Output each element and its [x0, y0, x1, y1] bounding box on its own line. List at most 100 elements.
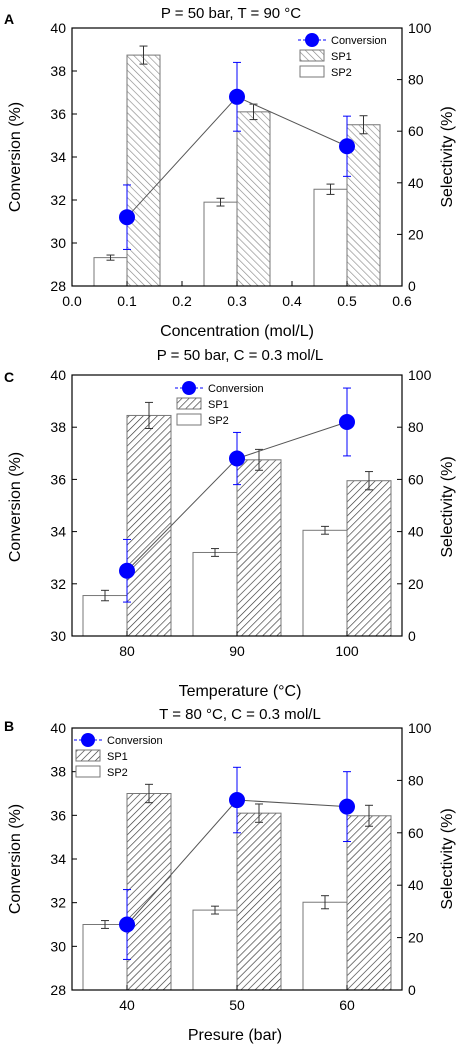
y-axis-right-title-text: Selectivity (%) [439, 456, 456, 557]
y-right-tick-label: 40 [408, 175, 424, 191]
x-tick-label: 60 [339, 997, 355, 1013]
y-left-tick-label: 28 [50, 278, 66, 294]
panel-title: P = 50 bar, T = 90 °C [161, 5, 301, 22]
legend-sp2-label: SP2 [208, 415, 229, 427]
x-tick-label: 0.5 [337, 293, 357, 309]
x-tick-label: 0.3 [227, 293, 247, 309]
bar-sp1 [346, 480, 392, 637]
x-axis-title: Concentration (mol/L) [160, 323, 314, 340]
y-right-tick-label: 80 [408, 772, 424, 788]
legend-sp1-label: SP1 [331, 51, 352, 63]
y-right-tick-label: 100 [408, 720, 432, 736]
y-axis-left-title-text: Conversion (%) [7, 102, 24, 212]
y-left-tick-label: 36 [50, 106, 66, 122]
y-axis-left-title: Conversion (%) [7, 452, 24, 562]
y-left-tick-label: 32 [50, 192, 66, 208]
legend-sp1-swatch [299, 49, 325, 62]
y-left-tick-label: 30 [50, 628, 66, 644]
legend-sp1-label: SP1 [107, 751, 128, 763]
y-axis-right-title: Selectivity (%) [439, 456, 456, 557]
bar-sp2 [302, 529, 348, 637]
bar-sp2 [302, 901, 348, 991]
bar-sp1 [126, 414, 172, 637]
y-axis-left-title-text: Conversion (%) [7, 804, 24, 914]
bar-sp1 [236, 111, 271, 287]
y-left-tick-label: 40 [50, 367, 66, 383]
bar-sp2 [82, 924, 128, 991]
panel-b: B T = 80 °C, C = 0.3 mol/L Conversion (%… [4, 706, 456, 1044]
legend-sp1-swatch [75, 749, 101, 762]
panel-title: T = 80 °C, C = 0.3 mol/L [159, 706, 321, 723]
y-left-tick-label: 38 [50, 63, 66, 79]
bar-sp2 [313, 188, 348, 287]
legend-sp1-swatch [176, 397, 202, 410]
data-point-conversion [339, 798, 355, 815]
x-tick-label: 0.2 [172, 293, 192, 309]
x-tick-label: 0.1 [117, 293, 137, 309]
x-axis-title: Presure (bar) [188, 1027, 282, 1044]
legend-conversion-label: Conversion [208, 383, 264, 395]
y-right-tick-label: 60 [408, 471, 424, 487]
panel-c: C P = 50 bar, C = 0.3 mol/L Conversion (… [4, 347, 456, 700]
y-right-tick-label: 40 [408, 524, 424, 540]
y-left-tick-label: 30 [50, 938, 66, 954]
data-point-conversion [229, 792, 245, 809]
legend: Conversion SP1 SP2 [298, 33, 387, 79]
data-point-conversion [119, 916, 135, 933]
data-point-conversion [229, 450, 245, 467]
bar-sp1 [126, 54, 161, 287]
panel-letter: A [4, 11, 14, 27]
y-right-tick-label: 60 [408, 123, 424, 139]
y-left-tick-label: 34 [50, 851, 66, 867]
y-right-tick-label: 80 [408, 419, 424, 435]
panel-letter: B [4, 718, 14, 734]
bar-sp2 [192, 909, 238, 991]
legend-sp1-label: SP1 [208, 399, 229, 411]
legend-conversion-marker [305, 33, 319, 47]
plot-area: 30 32 34 36 38 40 0 20 40 60 80 100 80 90 100 Conversio… [50, 367, 431, 659]
bar-sp2 [93, 257, 128, 287]
data-point-conversion [119, 209, 135, 226]
y-left-tick-label: 38 [50, 764, 66, 780]
data-point-conversion [339, 138, 355, 155]
data-point-conversion [339, 413, 355, 430]
bar-sp2 [203, 201, 238, 287]
legend-sp2-label: SP2 [331, 67, 352, 79]
bar-sp1 [346, 815, 392, 991]
x-tick-label: 90 [229, 643, 245, 659]
y-right-tick-label: 100 [408, 367, 432, 383]
y-axis-left-title: Conversion (%) [7, 804, 24, 914]
legend-conversion-marker [81, 733, 95, 747]
y-left-tick-label: 32 [50, 576, 66, 592]
y-axis-right-title: Selectivity (%) [439, 106, 456, 207]
panel-a: A P = 50 bar, T = 90 °C Conversion (%) S… [4, 5, 456, 340]
y-axis-left-title-text: Conversion (%) [7, 452, 24, 562]
legend: Conversion SP1 SP2 [175, 381, 264, 427]
legend-sp2-swatch [299, 65, 325, 78]
legend: Conversion SP1 SP2 [74, 733, 163, 779]
bar-sp1 [236, 812, 282, 991]
x-tick-label: 0.4 [282, 293, 302, 309]
y-left-tick-label: 40 [50, 720, 66, 736]
y-right-tick-label: 0 [408, 628, 416, 644]
y-right-tick-label: 20 [408, 930, 424, 946]
x-tick-label: 0.0 [62, 293, 82, 309]
y-right-tick-label: 20 [408, 576, 424, 592]
y-left-tick-label: 34 [50, 524, 66, 540]
x-tick-label: 50 [229, 997, 245, 1013]
y-right-tick-label: 100 [408, 20, 432, 36]
y-left-tick-label: 30 [50, 235, 66, 251]
y-left-tick-label: 32 [50, 895, 66, 911]
x-tick-label: 80 [119, 643, 135, 659]
legend-conversion-label: Conversion [331, 35, 387, 47]
x-tick-label: 100 [335, 643, 359, 659]
legend-conversion-marker [182, 381, 196, 395]
y-left-tick-label: 40 [50, 20, 66, 36]
y-axis-left-title: Conversion (%) [7, 102, 24, 212]
y-right-tick-label: 0 [408, 982, 416, 998]
legend-sp2-swatch [75, 765, 101, 778]
y-axis-right-title: Selectivity (%) [439, 808, 456, 909]
legend-sp2-swatch [176, 413, 202, 426]
y-right-tick-label: 60 [408, 825, 424, 841]
